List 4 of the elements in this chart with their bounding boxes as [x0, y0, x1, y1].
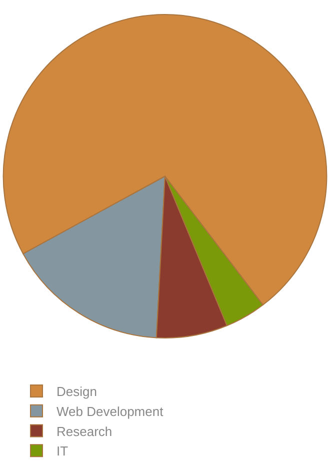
legend-label: Design [56, 384, 97, 400]
legend-label: IT [56, 444, 68, 459]
legend-label: Web Development [56, 404, 164, 419]
legend-label: Research [56, 424, 112, 439]
